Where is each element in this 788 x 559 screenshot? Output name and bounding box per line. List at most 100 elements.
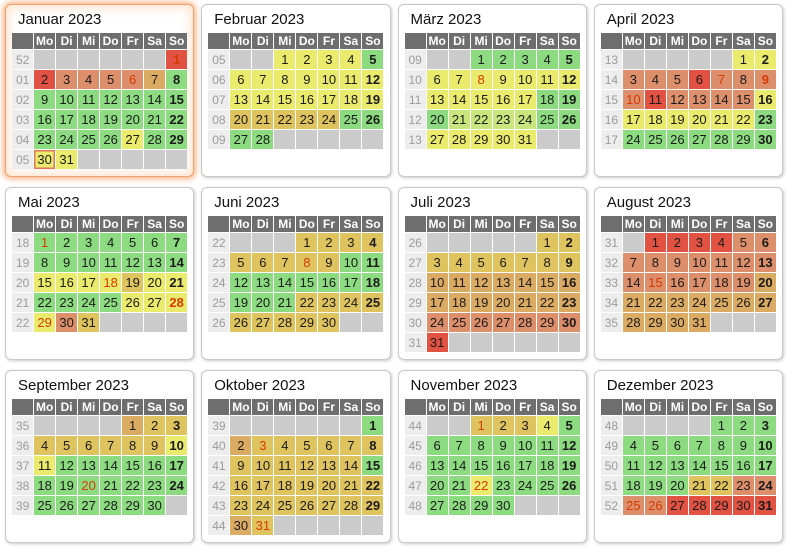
day-cell[interactable]: 13 xyxy=(144,253,166,272)
day-cell[interactable]: 31 xyxy=(56,150,78,169)
day-cell[interactable]: 23 xyxy=(318,293,340,312)
day-cell[interactable]: 16 xyxy=(318,273,340,292)
day-cell[interactable]: 21 xyxy=(340,476,362,495)
day-cell[interactable]: 17 xyxy=(426,293,448,312)
day-cell[interactable]: 25 xyxy=(536,476,558,495)
day-cell[interactable]: 24 xyxy=(78,293,100,312)
day-cell[interactable]: 17 xyxy=(56,110,78,129)
day-cell[interactable]: 14 xyxy=(100,456,122,475)
day-cell[interactable]: 30 xyxy=(558,313,580,332)
day-cell[interactable]: 19 xyxy=(558,456,580,475)
day-cell[interactable]: 31 xyxy=(426,333,448,352)
day-cell[interactable]: 16 xyxy=(144,456,166,475)
day-cell[interactable]: 30 xyxy=(492,130,514,149)
day-cell[interactable]: 8 xyxy=(470,436,492,455)
day-cell[interactable]: 22 xyxy=(166,110,188,129)
day-cell[interactable]: 5 xyxy=(100,70,122,89)
day-cell[interactable]: 20 xyxy=(318,476,340,495)
day-cell[interactable]: 15 xyxy=(362,456,384,475)
day-cell[interactable]: 3 xyxy=(56,70,78,89)
day-cell[interactable]: 28 xyxy=(688,496,710,515)
day-cell[interactable]: 7 xyxy=(514,253,536,272)
day-cell[interactable]: 24 xyxy=(514,110,536,129)
day-cell[interactable]: 4 xyxy=(340,50,362,69)
day-cell-today[interactable]: 30 xyxy=(34,150,56,169)
day-cell[interactable]: 31 xyxy=(688,313,710,332)
day-cell[interactable]: 29 xyxy=(34,313,56,332)
day-cell[interactable]: 10 xyxy=(514,70,536,89)
day-cell[interactable]: 6 xyxy=(230,70,252,89)
day-cell[interactable]: 17 xyxy=(622,110,644,129)
day-cell[interactable]: 10 xyxy=(426,273,448,292)
day-cell[interactable]: 10 xyxy=(754,436,776,455)
day-cell[interactable]: 13 xyxy=(78,456,100,475)
day-cell[interactable]: 24 xyxy=(622,130,644,149)
day-cell[interactable]: 22 xyxy=(362,476,384,495)
day-cell[interactable]: 10 xyxy=(166,436,188,455)
day-cell[interactable]: 2 xyxy=(558,233,580,252)
day-cell[interactable]: 5 xyxy=(732,233,754,252)
day-cell[interactable]: 25 xyxy=(78,130,100,149)
day-cell[interactable]: 18 xyxy=(448,293,470,312)
day-cell[interactable]: 30 xyxy=(666,313,688,332)
day-cell[interactable]: 13 xyxy=(252,273,274,292)
day-cell[interactable]: 29 xyxy=(296,313,318,332)
day-cell[interactable]: 30 xyxy=(144,496,166,515)
day-cell[interactable]: 8 xyxy=(122,436,144,455)
day-cell[interactable]: 9 xyxy=(558,253,580,272)
day-cell[interactable]: 4 xyxy=(644,70,666,89)
day-cell[interactable]: 15 xyxy=(166,90,188,109)
day-cell[interactable]: 5 xyxy=(666,70,688,89)
day-cell[interactable]: 9 xyxy=(56,253,78,272)
day-cell[interactable]: 25 xyxy=(536,110,558,129)
day-cell[interactable]: 22 xyxy=(296,293,318,312)
day-cell[interactable]: 6 xyxy=(426,70,448,89)
day-cell[interactable]: 25 xyxy=(34,496,56,515)
day-cell[interactable]: 20 xyxy=(688,110,710,129)
day-cell[interactable]: 30 xyxy=(318,313,340,332)
day-cell[interactable]: 9 xyxy=(296,70,318,89)
day-cell[interactable]: 7 xyxy=(274,253,296,272)
day-cell[interactable]: 14 xyxy=(688,456,710,475)
day-cell[interactable]: 25 xyxy=(100,293,122,312)
day-cell[interactable]: 23 xyxy=(230,496,252,515)
day-cell[interactable]: 22 xyxy=(536,293,558,312)
day-cell[interactable]: 25 xyxy=(362,293,384,312)
day-cell[interactable]: 18 xyxy=(644,110,666,129)
day-cell[interactable]: 28 xyxy=(252,130,274,149)
day-cell[interactable]: 18 xyxy=(710,273,732,292)
day-cell[interactable]: 20 xyxy=(252,293,274,312)
day-cell[interactable]: 9 xyxy=(230,456,252,475)
day-cell[interactable]: 21 xyxy=(448,476,470,495)
day-cell[interactable]: 23 xyxy=(666,293,688,312)
day-cell[interactable]: 1 xyxy=(710,416,732,435)
day-cell[interactable]: 1 xyxy=(122,416,144,435)
day-cell[interactable]: 15 xyxy=(274,90,296,109)
day-cell[interactable]: 26 xyxy=(296,496,318,515)
day-cell[interactable]: 28 xyxy=(710,130,732,149)
day-cell[interactable]: 24 xyxy=(56,130,78,149)
day-cell[interactable]: 26 xyxy=(56,496,78,515)
day-cell[interactable]: 18 xyxy=(622,476,644,495)
day-cell[interactable]: 1 xyxy=(362,416,384,435)
day-cell[interactable]: 11 xyxy=(274,456,296,475)
day-cell[interactable]: 26 xyxy=(362,110,384,129)
day-cell[interactable]: 16 xyxy=(558,273,580,292)
day-cell[interactable]: 26 xyxy=(122,293,144,312)
day-cell[interactable]: 19 xyxy=(666,110,688,129)
day-cell[interactable]: 4 xyxy=(100,233,122,252)
day-cell[interactable]: 12 xyxy=(362,70,384,89)
day-cell[interactable]: 21 xyxy=(166,273,188,292)
day-cell[interactable]: 12 xyxy=(56,456,78,475)
day-cell[interactable]: 26 xyxy=(732,293,754,312)
day-cell[interactable]: 4 xyxy=(362,233,384,252)
day-cell[interactable]: 24 xyxy=(340,293,362,312)
day-cell[interactable]: 3 xyxy=(252,436,274,455)
day-cell[interactable]: 25 xyxy=(448,313,470,332)
day-cell[interactable]: 12 xyxy=(732,253,754,272)
day-cell[interactable]: 28 xyxy=(274,313,296,332)
day-cell[interactable]: 4 xyxy=(622,436,644,455)
day-cell[interactable]: 29 xyxy=(470,130,492,149)
day-cell[interactable]: 20 xyxy=(78,476,100,495)
day-cell[interactable]: 26 xyxy=(666,130,688,149)
